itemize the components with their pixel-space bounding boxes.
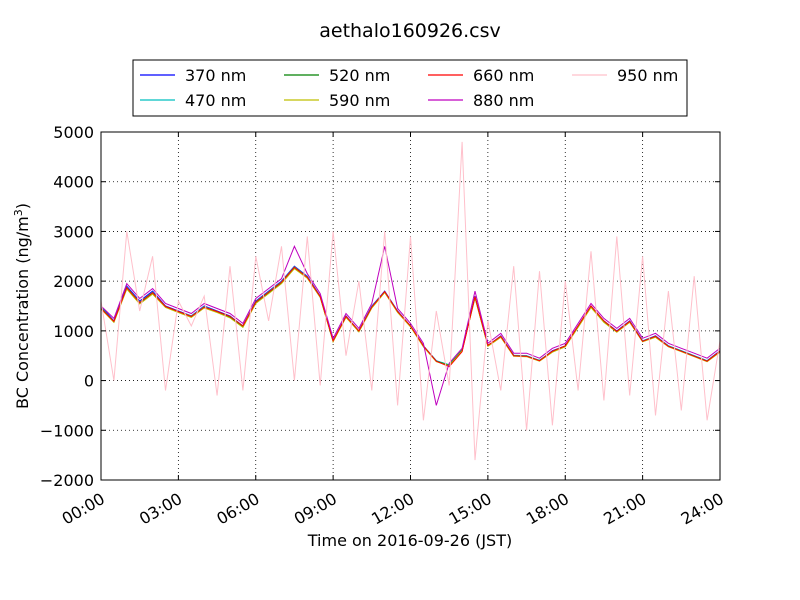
y-tick-label: 1000 — [53, 322, 94, 341]
y-axis-label-main: BC Concentration (ng/m — [13, 216, 32, 409]
y-tick-label: −2000 — [40, 471, 94, 490]
y-tick-label: 3000 — [53, 222, 94, 241]
x-tick-label: 00:00 — [59, 489, 108, 529]
x-tick-label: 12:00 — [368, 489, 417, 529]
series-group — [101, 141, 720, 461]
y-tick-label: 5000 — [53, 123, 94, 142]
y-tick-label: −1000 — [40, 421, 94, 440]
y-axis-label: BC Concentration (ng/m3) — [12, 203, 32, 409]
legend-item: 950 nm — [572, 66, 678, 85]
legend-label: 660 nm — [473, 66, 534, 85]
x-tick-label: 24:00 — [678, 489, 727, 529]
y-axis: −2000 −1000 0 1000 2000 3000 4000 5000 — [40, 123, 720, 490]
y-tick-label: 4000 — [53, 173, 94, 192]
legend-frame — [132, 59, 688, 117]
x-tick-label: 15:00 — [445, 489, 494, 529]
legend-label: 590 nm — [329, 91, 390, 110]
x-axis: 00:00 03:00 06:00 09:00 12:00 15:00 18:00 21:00… — [59, 132, 727, 529]
y-tick-label: 2000 — [53, 272, 94, 291]
x-tick-label: 03:00 — [136, 489, 185, 529]
chart-legend: 370 nm 470 nm 520 nm 590 nm 660 nm 880 nm 950 … — [132, 59, 688, 117]
series-line-590-nm — [101, 268, 720, 367]
legend-item: 590 nm — [284, 91, 390, 110]
chart-title: aethalo160926.csv — [319, 20, 501, 42]
legend-label: 880 nm — [473, 91, 534, 110]
legend-item: 660 nm — [428, 66, 534, 85]
legend-item: 520 nm — [284, 66, 390, 85]
x-tick-label: 09:00 — [291, 489, 340, 529]
legend-item: 880 nm — [428, 91, 534, 110]
y-axis-label-close: ) — [13, 203, 32, 209]
y-tick-label: 0 — [84, 372, 94, 391]
series-line-660-nm — [101, 266, 720, 368]
x-axis-label: Time on 2016-09-26 (JST) — [307, 531, 512, 550]
legend-item: 470 nm — [140, 91, 246, 110]
legend-label: 950 nm — [617, 66, 678, 85]
y-axis-label-sup: 3 — [12, 209, 25, 216]
series-line-880-nm — [101, 245, 720, 406]
x-tick-label: 21:00 — [600, 489, 649, 529]
series-line-950-nm — [101, 141, 720, 461]
x-tick-label: 18:00 — [523, 489, 572, 529]
legend-label: 370 nm — [185, 66, 246, 85]
legend-label: 520 nm — [329, 66, 390, 85]
legend-item: 370 nm — [140, 66, 246, 85]
x-tick-label: 06:00 — [213, 489, 262, 529]
grid-lines — [101, 132, 720, 480]
legend-label: 470 nm — [185, 91, 246, 110]
